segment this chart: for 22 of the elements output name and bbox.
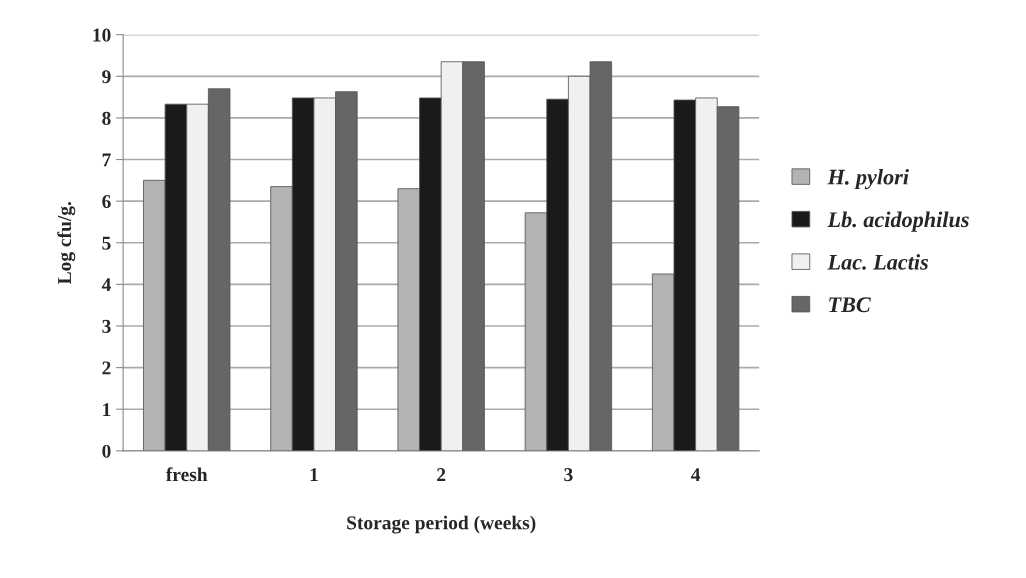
x-axis-title: Storage period (weeks) [347, 515, 536, 534]
x-tick-label: 3 [564, 468, 573, 482]
y-axis-title: Log cfu/g. [57, 202, 76, 285]
legend-label: H. pylori [827, 168, 909, 190]
y-tick-label: 7 [102, 153, 111, 167]
x-tick-label: 4 [691, 468, 701, 481]
y-tick-label: 5 [102, 236, 111, 250]
y-tick-label: 9 [102, 70, 111, 84]
y-tick-label: 0 [102, 444, 111, 458]
x-tick-label: 1 [310, 468, 318, 481]
legend-label: Lac. Lactis [827, 254, 929, 270]
y-tick-label: 2 [102, 361, 111, 375]
y-tick-label: 10 [93, 28, 111, 42]
y-tick-label: 8 [102, 111, 111, 125]
legend-label: Lb. acidophilus [827, 211, 969, 232]
y-tick-label: 3 [102, 319, 111, 333]
legend-label: TBC [829, 297, 871, 313]
y-tick-label: 1 [103, 403, 111, 416]
y-tick-label: 6 [102, 195, 111, 209]
x-tick-label: 2 [437, 468, 446, 481]
y-tick-label: 4 [101, 278, 111, 292]
x-tick-label: fresh [165, 467, 208, 482]
